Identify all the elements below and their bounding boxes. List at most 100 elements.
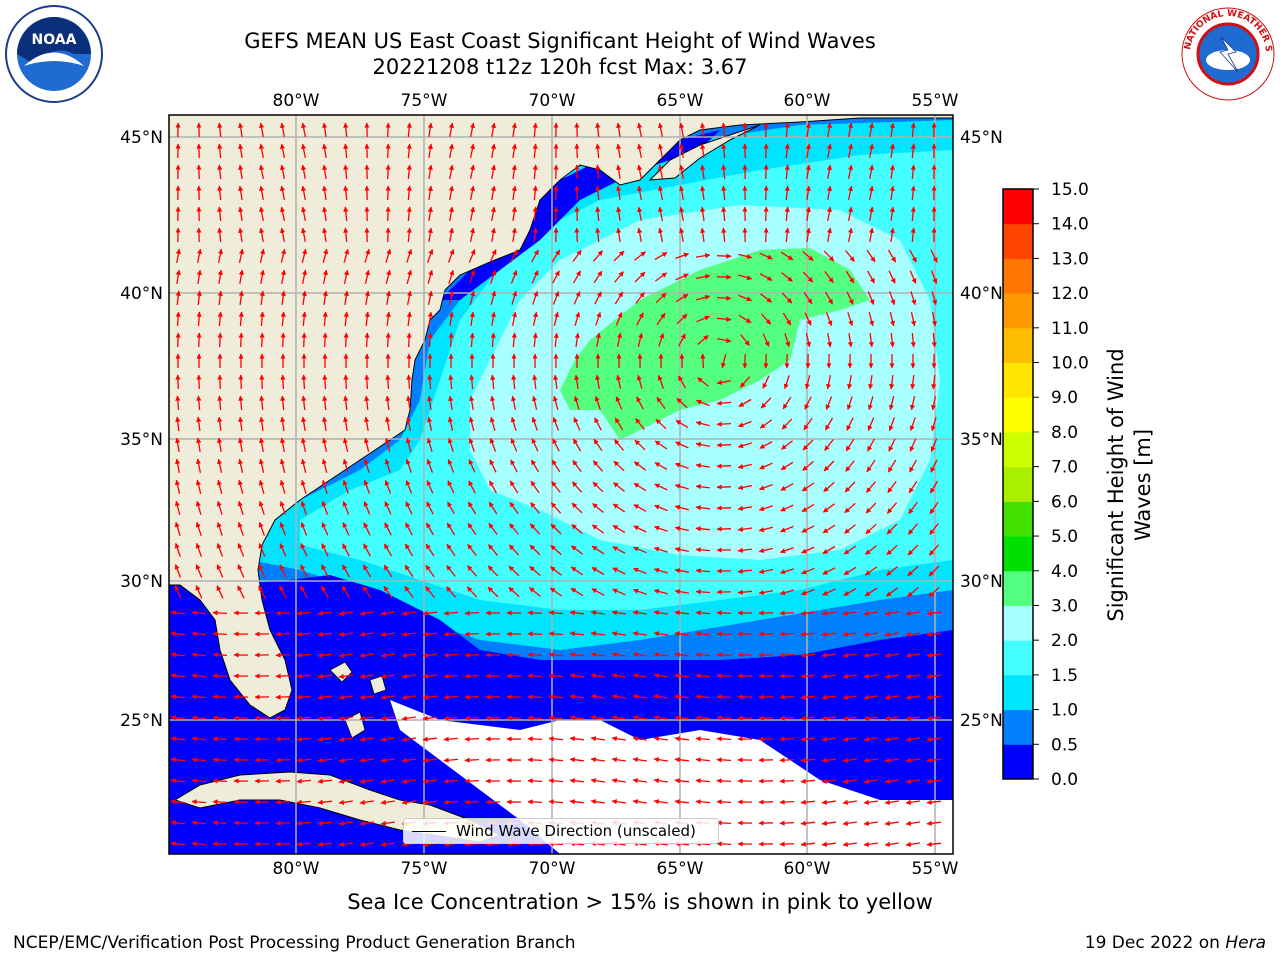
wave-direction-arrow [511,164,517,180]
wave-direction-arrow [738,253,753,260]
wave-direction-arrow [490,290,497,305]
wave-direction-arrow [805,143,811,159]
wave-direction-arrow [821,652,836,658]
wave-direction-arrow [779,631,795,637]
wave-direction-arrow [380,841,395,847]
wave-direction-arrow [865,523,877,535]
wave-direction-arrow [300,437,307,453]
wave-direction-arrow [406,332,412,348]
wave-direction-arrow [886,566,898,576]
wave-direction-arrow [632,673,647,679]
wave-direction-arrow [469,290,476,305]
wave-direction-arrow [359,694,374,700]
wave-direction-arrow [469,332,475,348]
wave-direction-arrow [548,694,564,700]
wave-direction-arrow [716,631,732,637]
wave-direction-arrow [931,311,937,327]
colorbar-ticks: 0.0 0.5 1.0 1.5 2.0 3.0 4.0 5.0 6.0 7.0 8.0 9.0 10.0… [1033,180,1089,790]
wave-direction-arrow [548,778,564,784]
wave-direction-arrow [590,610,605,616]
wave-direction-arrow [674,462,689,470]
wave-direction-arrow [888,438,896,452]
wave-direction-arrow [591,588,605,596]
wave-direction-arrow [422,673,438,679]
wave-direction-arrow [550,544,562,556]
wave-direction-arrow [821,820,836,826]
wave-direction-arrow [301,122,307,138]
lon-tick: 80°W [273,91,320,111]
wave-direction-arrow [238,227,244,243]
map-legend: Wind Wave Direction (unscaled) [403,818,719,844]
wave-direction-arrow [632,757,647,763]
wave-direction-arrow [843,588,857,596]
wave-direction-arrow [636,396,644,410]
wave-direction-arrow [674,610,690,616]
wave-direction-arrow [612,524,626,534]
wave-direction-arrow [612,567,626,575]
wave-direction-arrow [674,504,689,511]
wave-direction-arrow [317,757,333,763]
wave-direction-arrow [385,311,391,326]
wave-direction-arrow [930,395,937,411]
wave-direction-arrow [716,736,732,742]
wave-direction-arrow [553,332,559,347]
wave-direction-arrow [784,143,790,159]
wave-direction-arrow [716,400,732,406]
wave-direction-arrow [275,820,291,826]
wave-direction-arrow [823,481,835,493]
wave-direction-arrow [569,799,584,805]
wave-direction-arrow [175,374,181,390]
wave-direction-arrow [695,441,711,448]
wave-direction-arrow [824,439,834,451]
wave-direction-arrow [845,438,855,452]
wave-direction-arrow [574,143,580,159]
wave-direction-arrow [548,673,564,679]
wave-direction-arrow [511,143,517,159]
wave-direction-arrow [930,270,938,284]
wave-direction-arrow [825,312,833,327]
wave-direction-arrow [448,290,455,305]
wave-direction-arrow [867,270,875,284]
wave-direction-arrow [864,587,878,597]
wave-direction-arrow [301,395,307,411]
wave-direction-arrow [427,143,433,159]
wave-direction-arrow [674,778,690,784]
wave-direction-arrow [574,206,580,222]
wave-direction-arrow [279,522,287,536]
wave-direction-arrow [551,459,561,473]
wave-direction-arrow [847,206,854,222]
wave-direction-arrow [464,778,480,784]
wave-direction-arrow [569,694,584,700]
wave-direction-arrow [448,332,454,348]
wave-direction-arrow [338,715,353,721]
wave-direction-arrow [490,206,496,222]
lat-ticks-left: 45°N 40°N 35°N 30°N 25°N [120,128,163,731]
wave-direction-arrow [760,293,773,303]
wave-direction-arrow [511,374,517,390]
sea-ice-note: Sea Ice Concentration > 15% is shown in … [347,890,933,914]
wave-direction-arrow [296,610,312,616]
wave-direction-arrow [763,164,769,180]
wave-direction-arrow [275,673,291,679]
wave-direction-arrow [170,778,186,784]
wave-direction-arrow [908,502,918,515]
wave-direction-arrow [782,396,792,410]
wave-direction-arrow [296,799,312,805]
wave-direction-arrow [779,568,794,575]
wave-direction-arrow [196,437,202,453]
wave-direction-arrow [910,374,916,390]
wave-direction-arrow [343,374,349,390]
wave-direction-arrow [801,525,815,533]
wave-direction-arrow [910,164,916,180]
wave-direction-arrow [884,715,899,721]
wave-direction-arrow [800,799,816,805]
wave-direction-arrow [842,610,857,616]
wave-direction-arrow [401,673,416,679]
colorbar-tick-label: 8.0 [1051,423,1078,443]
wave-direction-arrow [406,143,412,159]
lat-tick: 30°N [120,572,163,592]
wave-direction-arrow [170,820,186,826]
wave-direction-arrow [889,227,895,242]
wave-direction-arrow [359,841,374,847]
wave-direction-arrow [695,420,710,427]
